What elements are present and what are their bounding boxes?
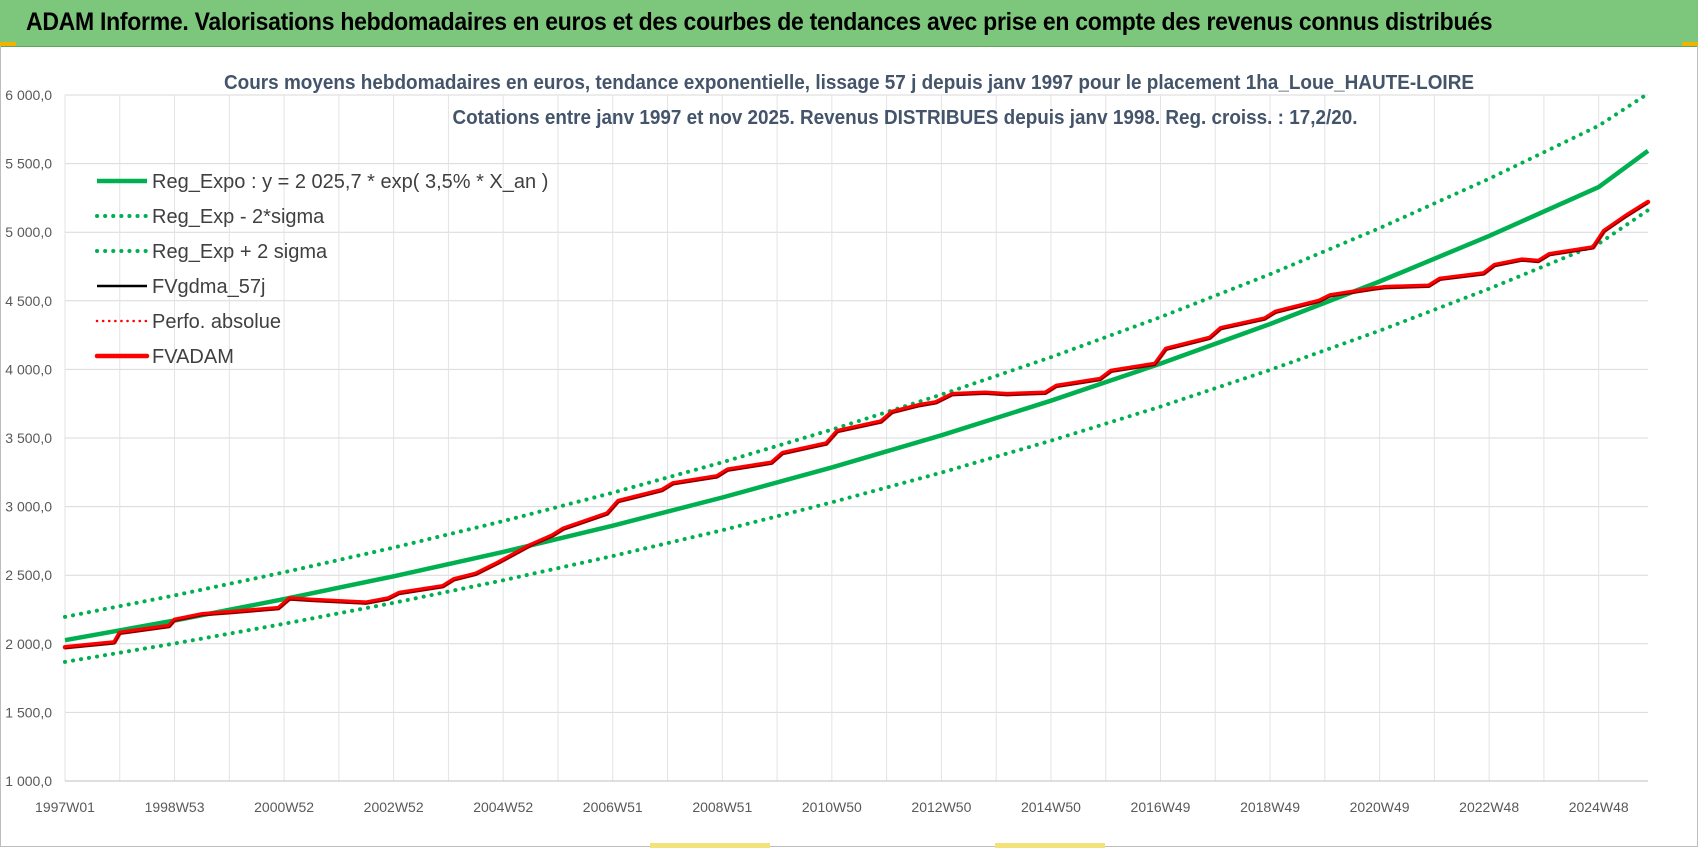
chart-series — [62, 91, 1651, 664]
scroll-highlight-left — [650, 843, 770, 848]
legend-label: FVgdma_57j — [152, 276, 265, 298]
y-tick-label: 2 500,0 — [5, 567, 52, 583]
legend-label: FVADAM — [152, 346, 234, 368]
series-smooth-overlay — [64, 202, 1649, 650]
x-tick-label: 2006W51 — [583, 799, 643, 815]
chart-title: Cours moyens hebdomadaires en euros, ten… — [224, 72, 1474, 94]
x-tick-label: 2008W51 — [692, 799, 752, 815]
header-bar: ADAM Informe. Valorisations hebdomadaire… — [0, 0, 1698, 47]
series-main-line — [62, 199, 1651, 650]
x-tick-label: 2014W50 — [1021, 799, 1081, 815]
series-band-line-0 — [63, 208, 1650, 664]
x-tick-label: 2024W48 — [1569, 799, 1629, 815]
y-tick-label: 1 000,0 — [5, 773, 52, 789]
legend-label: Perfo. absolue — [152, 311, 281, 333]
legend-label: Reg_Exp - 2*sigma — [152, 206, 325, 228]
series-band-line-1 — [63, 91, 1650, 619]
legend-label: Reg_Exp + 2 sigma — [152, 241, 328, 263]
y-tick-label: 2 000,0 — [5, 636, 52, 652]
chart-legend: Reg_Expo : y = 2 025,7 * exp( 3,5% * X_a… — [94, 171, 548, 368]
scroll-highlight-right — [995, 843, 1105, 848]
x-tick-label: 1998W53 — [145, 799, 205, 815]
y-tick-label: 1 500,0 — [5, 704, 52, 720]
x-tick-label: 1997W01 — [35, 799, 95, 815]
x-tick-label: 2010W50 — [802, 799, 862, 815]
x-tick-label: 2012W50 — [911, 799, 971, 815]
y-tick-label: 4 500,0 — [5, 293, 52, 309]
y-tick-label: 3 500,0 — [5, 430, 52, 446]
x-tick-label: 2004W52 — [473, 799, 533, 815]
x-tick-label: 2000W52 — [254, 799, 314, 815]
y-axis-ticks: 1 000,0 1 500,0 2 000,0 2 500,0 3 000,0 3 500… — [5, 87, 52, 789]
corner-marker-right — [1682, 42, 1698, 46]
chart-subtitle: Cotations entre janv 1997 et nov 2025. R… — [453, 107, 1358, 129]
chart-grid — [64, 94, 1648, 782]
x-tick-label: 2016W49 — [1131, 799, 1191, 815]
page-title: ADAM Informe. Valorisations hebdomadaire… — [26, 8, 1493, 36]
x-tick-label: 2002W52 — [364, 799, 424, 815]
y-tick-label: 5 500,0 — [5, 156, 52, 172]
y-tick-label: 6 000,0 — [5, 87, 52, 103]
y-tick-label: 4 000,0 — [5, 361, 52, 377]
y-tick-label: 5 000,0 — [5, 224, 52, 240]
legend-label: Reg_Expo : y = 2 025,7 * exp( 3,5% * X_a… — [152, 171, 548, 193]
corner-marker-left — [0, 42, 16, 46]
y-tick-label: 3 000,0 — [5, 499, 52, 515]
x-tick-label: 2022W48 — [1459, 799, 1519, 815]
x-tick-label: 2018W49 — [1240, 799, 1300, 815]
x-axis-ticks: 1997W01 1998W53 2000W52 2002W52 2004W52 2006W… — [35, 799, 1629, 815]
x-tick-label: 2020W49 — [1350, 799, 1410, 815]
series-trend-line — [64, 148, 1650, 643]
